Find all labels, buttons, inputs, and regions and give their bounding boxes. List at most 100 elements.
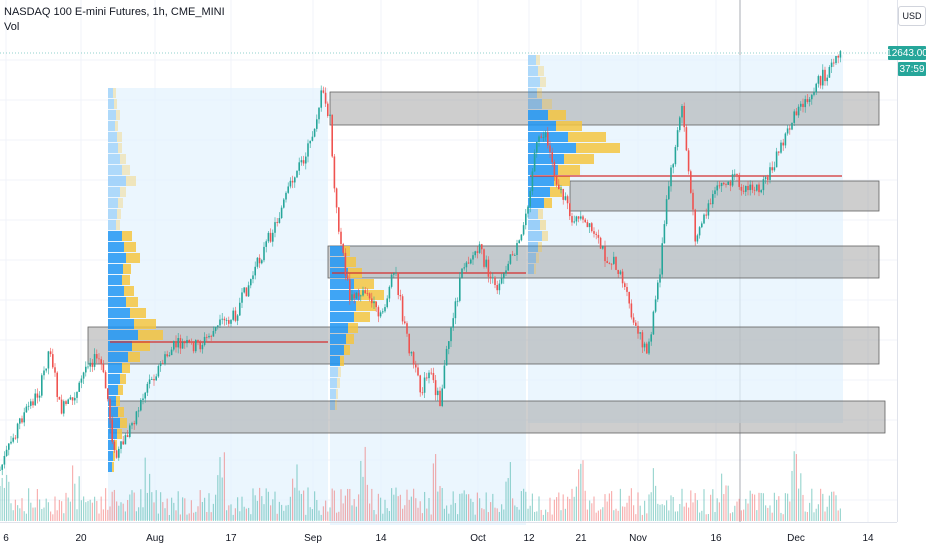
candle-body — [111, 419, 113, 442]
volume-bar — [415, 498, 417, 521]
volume-bar — [135, 511, 137, 521]
profile-bar-up — [528, 77, 540, 87]
volume-bar — [98, 513, 100, 521]
profile-bar-up — [108, 363, 122, 373]
candle-body — [558, 184, 560, 190]
profile-bar-up — [108, 231, 122, 241]
candle-body — [811, 94, 813, 100]
candle-body — [390, 274, 393, 287]
volume-bar — [0, 486, 1, 521]
volume-bar — [111, 491, 113, 521]
candle-body — [668, 186, 670, 200]
candle-body — [434, 380, 437, 396]
volume-bar — [41, 508, 43, 521]
volume-bar — [30, 502, 32, 521]
profile-bar-down — [132, 341, 150, 351]
profile-bar-up — [108, 286, 124, 296]
candle-body — [456, 300, 459, 302]
volume-bar — [364, 446, 366, 521]
candle-body — [12, 437, 14, 442]
volume-bar — [69, 501, 71, 521]
volume-bar — [516, 507, 518, 521]
profile-bar-up — [330, 400, 335, 410]
profile-bar-down — [536, 253, 539, 263]
candle-body — [393, 273, 395, 275]
candle-body — [8, 443, 10, 450]
profile-bar-up — [330, 323, 348, 333]
profile-bar-down — [117, 132, 122, 142]
candle-body — [254, 266, 256, 276]
profile-bar-up — [330, 367, 338, 377]
profile-bar-down — [126, 253, 140, 263]
profile-bar-up — [528, 110, 548, 120]
candle-body — [102, 364, 105, 373]
volume-bar — [131, 490, 133, 521]
candle-body — [494, 277, 496, 286]
candle-body — [698, 227, 701, 236]
volume-bar — [448, 513, 450, 521]
candle-body — [522, 225, 525, 235]
volume-indicator-label[interactable]: Vol — [4, 21, 20, 33]
price-axis[interactable] — [897, 0, 932, 522]
volume-bar — [637, 492, 639, 521]
candle-body — [613, 256, 615, 264]
volume-bar — [617, 510, 619, 521]
candle-body — [734, 173, 736, 175]
volume-bar — [613, 510, 615, 521]
profile-bar-down — [128, 352, 140, 362]
profile-bar-up — [330, 334, 346, 344]
volume-bar — [802, 494, 804, 521]
candle-body — [338, 207, 340, 232]
candle-body — [419, 375, 421, 393]
volume-bar — [157, 513, 159, 521]
volume-bar — [685, 502, 687, 521]
candle-body — [731, 174, 734, 186]
profile-bar-down — [536, 55, 540, 65]
symbol-title[interactable]: NASDAQ 100 E-mini Futures, 1h, CME_MINI — [4, 6, 225, 18]
candle-body — [223, 318, 226, 321]
candle-body — [683, 105, 685, 128]
volume-bar — [177, 491, 179, 521]
candle-body — [822, 69, 824, 86]
volume-bar — [619, 488, 621, 521]
candle-body — [135, 411, 138, 425]
candle-body — [549, 145, 551, 153]
profile-bar-up — [330, 279, 354, 289]
volume-bar — [520, 491, 522, 521]
candle-body — [245, 287, 248, 297]
candle-body — [720, 182, 723, 187]
volume-bar — [61, 501, 63, 521]
currency-button[interactable]: USD — [898, 6, 926, 26]
volume-bar — [514, 505, 516, 521]
volume-bar — [375, 514, 377, 521]
volume-bar — [639, 505, 641, 521]
volume-bar — [626, 502, 628, 521]
volume-bar — [659, 504, 661, 521]
time-tick: 17 — [225, 533, 237, 544]
volume-bar — [580, 463, 582, 521]
volume-bar — [243, 506, 245, 521]
volume-bar — [611, 491, 613, 521]
candle-body — [516, 243, 518, 256]
candle-body — [483, 249, 485, 267]
candle-body — [492, 277, 494, 279]
candle-body — [665, 199, 668, 225]
profile-bar-down — [564, 154, 594, 164]
volume-bar — [657, 503, 659, 521]
volume-bar — [382, 513, 384, 521]
candle-body — [507, 263, 509, 271]
candle-body — [826, 77, 828, 82]
profile-bar-up — [528, 220, 540, 230]
time-axis[interactable]: 6 20 Aug 17 Sep 14 Oct 12 21 Nov 16 Dec … — [0, 522, 897, 551]
candle-body — [503, 273, 505, 279]
candle-body — [340, 231, 342, 244]
candle-body — [450, 327, 452, 342]
candle-body — [604, 246, 606, 262]
volume-bar — [485, 492, 487, 521]
profile-bar-down — [354, 312, 370, 322]
candle-body — [252, 275, 254, 280]
candle-body — [379, 312, 382, 317]
candle-body — [780, 142, 782, 153]
